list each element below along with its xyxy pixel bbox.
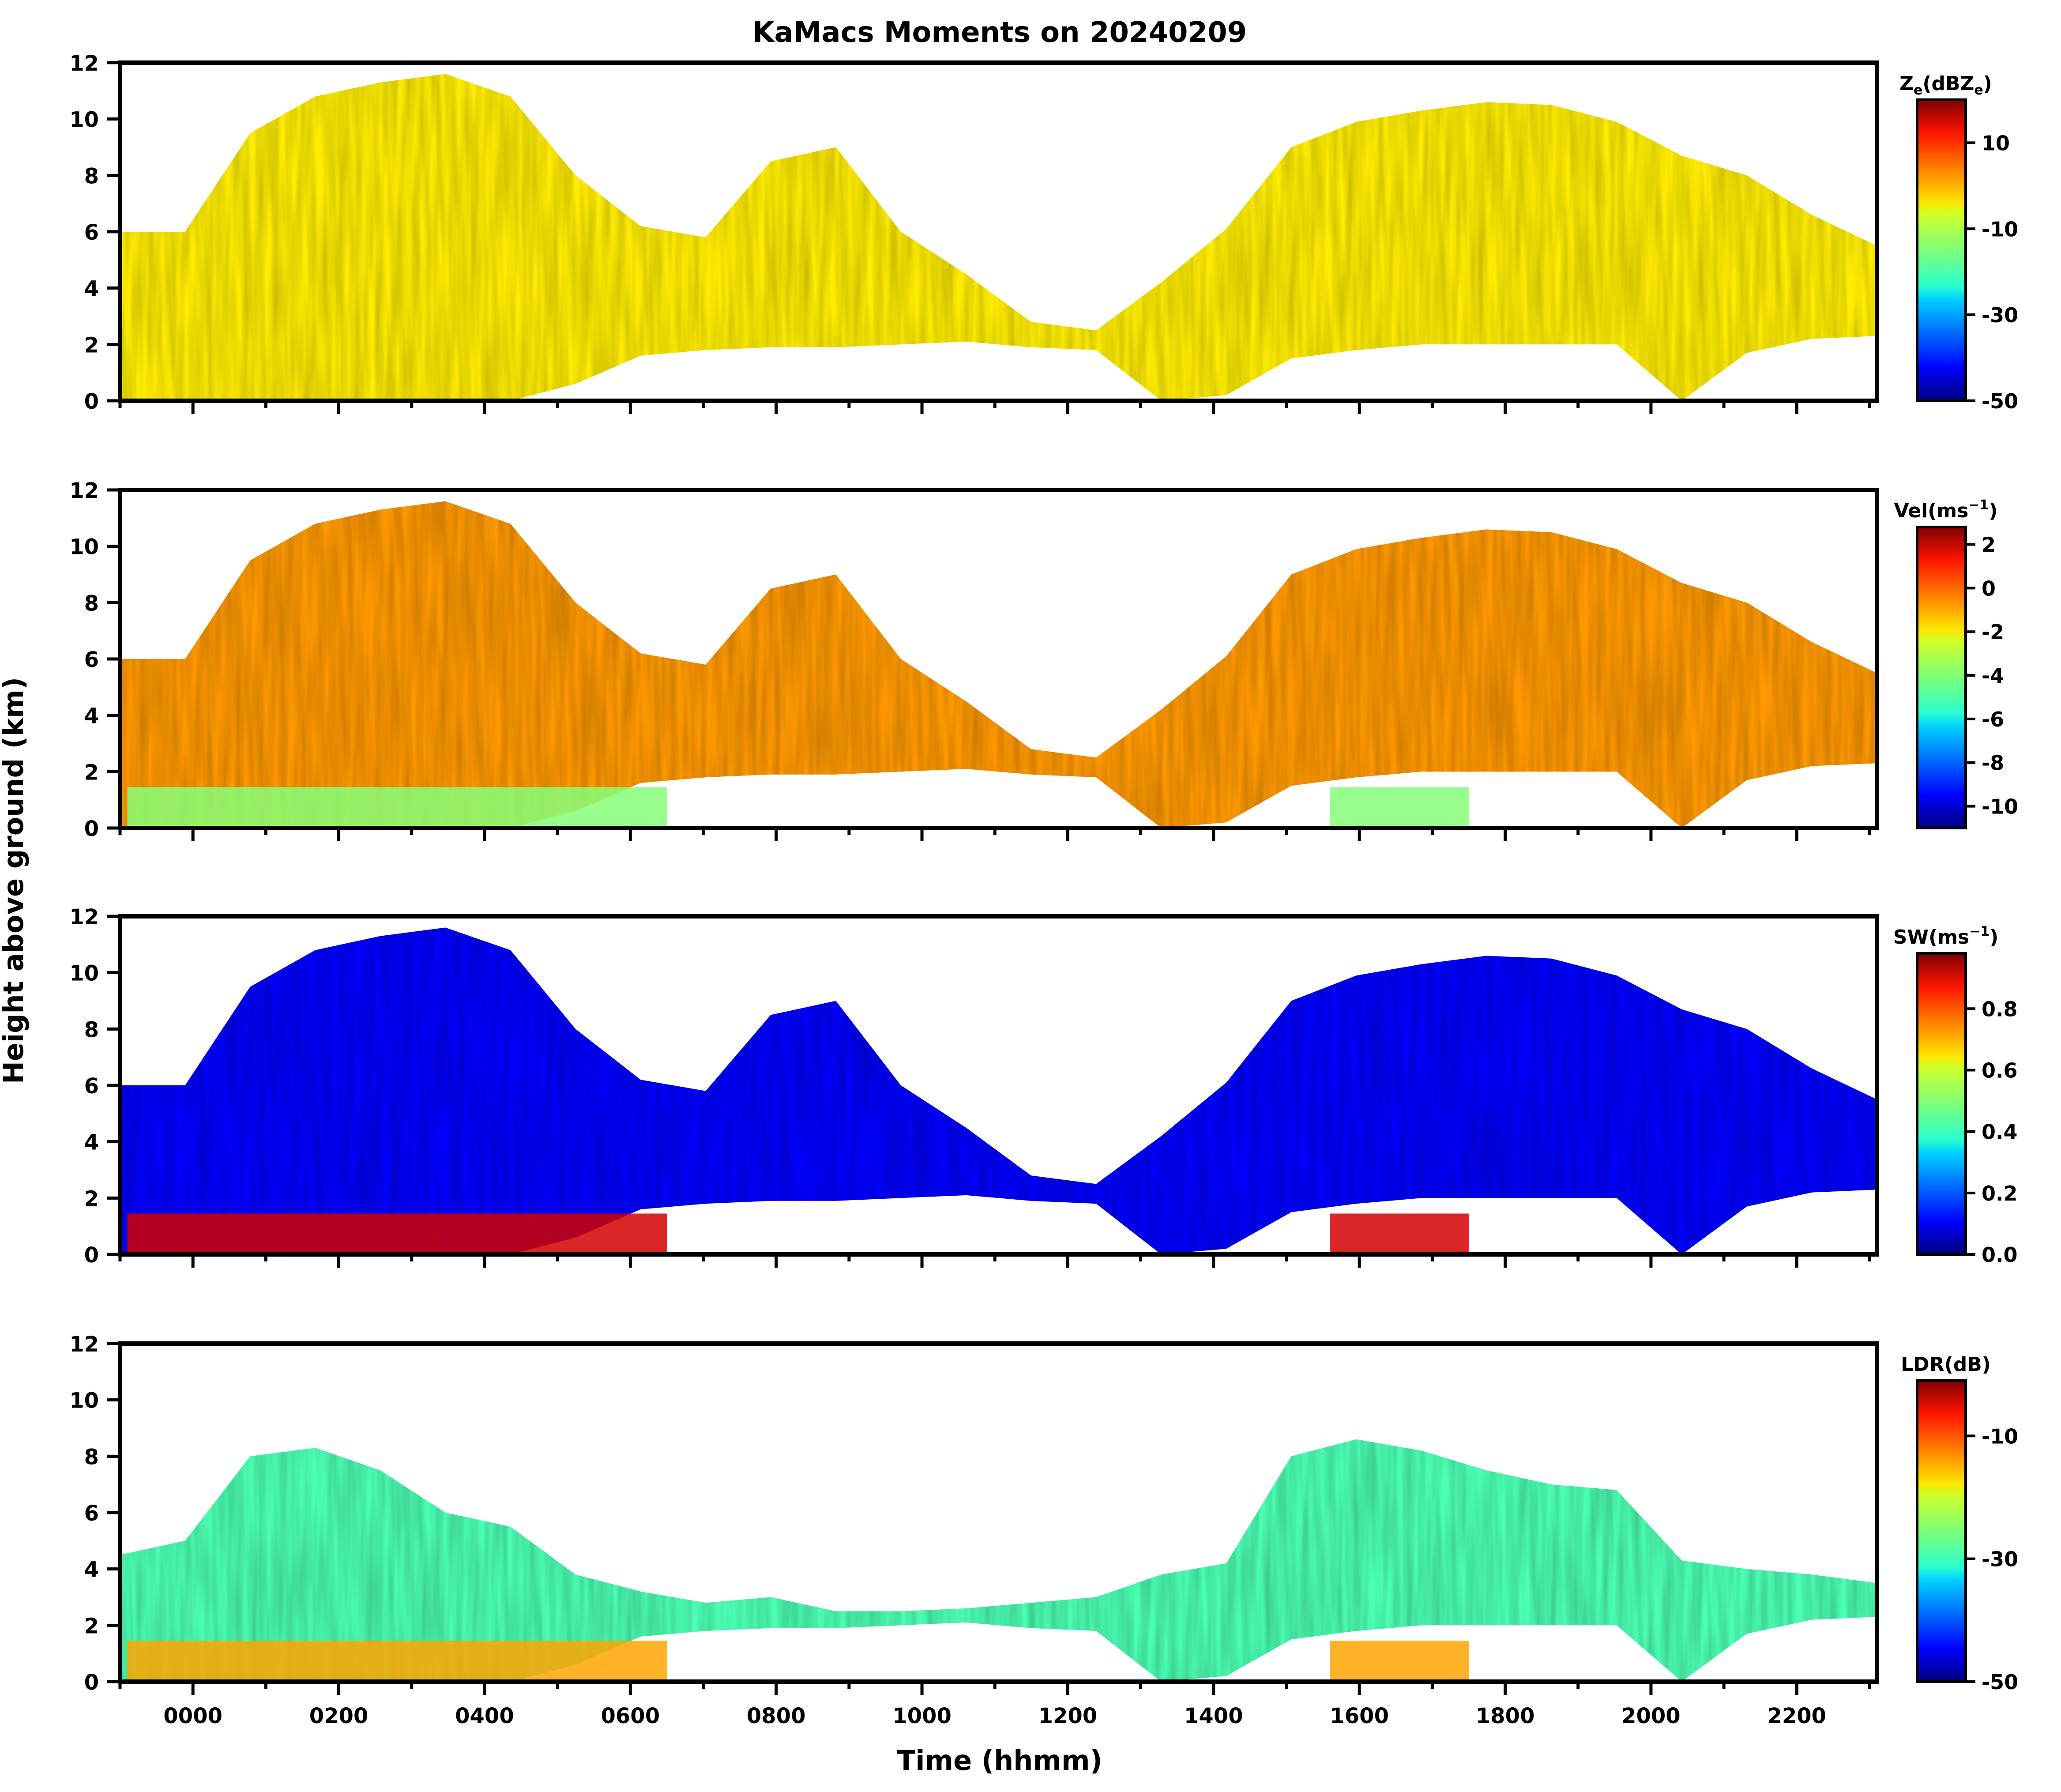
echo-texture: [120, 74, 1877, 401]
x-tick-label: 1600: [1330, 1704, 1389, 1728]
colorbar-tick-label: -2: [1982, 620, 2004, 644]
colorbar-tick-label: -50: [1982, 1670, 2018, 1694]
low-level-band-2: [1330, 1213, 1469, 1254]
y-tick-label: 12: [69, 905, 99, 930]
low-level-band-1: [127, 1213, 667, 1254]
x-tick-label: 1200: [1038, 1704, 1098, 1728]
colorbar-tick-label: -30: [1982, 303, 2018, 327]
x-axis-label: Time (hhmm): [897, 1744, 1102, 1777]
y-tick-label: 8: [84, 591, 99, 616]
colorbar-reflectivity: [1916, 98, 1967, 402]
colorbar-label-reflectivity: Ze(dBZe): [1899, 72, 1992, 98]
colorbar-tick-label: -10: [1982, 795, 2018, 819]
panel-spectrum-width: 0 2 4 6 8 10 12 0.8 0.6 0.4 0.2 0.0 SW(ms−1): [69, 905, 2018, 1268]
y-tick-label: 4: [84, 277, 99, 301]
y-tick-label: 6: [84, 648, 99, 672]
colorbar-tick-label: -30: [1982, 1547, 2018, 1571]
y-tick-label: 2: [84, 1614, 99, 1638]
y-tick-label: 0: [84, 389, 99, 414]
y-tick-label: 4: [84, 1558, 99, 1582]
x-tick-label: 1400: [1184, 1704, 1243, 1728]
panel-reflectivity: 0 2 4 6 8 10 12 10 -10 -30 -50 Ze(dBZe): [69, 51, 2018, 414]
y-tick-label: 12: [69, 1332, 99, 1357]
echo-field: [120, 1439, 1877, 1682]
x-tick-label: 2000: [1621, 1704, 1681, 1728]
y-tick-label: 0: [84, 1243, 99, 1268]
low-level-band-2: [1330, 787, 1469, 828]
panel-ldr: 0 2 4 6 8 10 12 0000 0200 0400 0600 0800 1000 1200 140…: [69, 1332, 2018, 1728]
y-tick-label: 6: [84, 1501, 99, 1526]
colorbar-tick-label: -6: [1982, 708, 2004, 731]
colorbar-tick-label: -10: [1982, 217, 2018, 241]
y-tick-label: 10: [69, 535, 99, 560]
y-tick-label: 2: [84, 1186, 99, 1211]
low-level-band-1: [127, 1641, 667, 1682]
colorbar-label-spectrum-width: SW(ms−1): [1893, 924, 1999, 949]
x-tick-label: 0000: [163, 1704, 222, 1728]
colorbar-tick-label: -4: [1982, 664, 2004, 688]
y-tick-label: 12: [69, 478, 99, 503]
y-tick-label: 10: [69, 1389, 99, 1413]
colorbar-tick-label: 0.0: [1982, 1243, 2018, 1267]
colorbar-ldr: [1916, 1379, 1967, 1683]
x-tick-label: 1000: [892, 1704, 952, 1728]
y-tick-label: 2: [84, 333, 99, 358]
colorbar-tick-label: -8: [1982, 751, 2004, 775]
colorbar-label-velocity: Vel(ms−1): [1894, 497, 1998, 522]
low-level-band-2: [1330, 1641, 1469, 1682]
echo-texture: [120, 501, 1877, 828]
low-level-band-1: [127, 787, 667, 828]
y-tick-label: 6: [84, 1074, 99, 1099]
colorbar-tick-label: 0: [1982, 576, 1996, 600]
colorbar-label-ldr: LDR(dB): [1901, 1353, 1991, 1376]
y-tick-label: 4: [84, 704, 99, 729]
colorbar-tick-label: 0.2: [1982, 1182, 2018, 1205]
y-tick-label: 0: [84, 1670, 99, 1695]
y-tick-label: 8: [84, 1445, 99, 1469]
colorbar-tick-label: 2: [1982, 533, 1996, 557]
colorbar-tick-label: -10: [1982, 1424, 2018, 1448]
echo-texture: [120, 927, 1877, 1254]
y-tick-label: 2: [84, 760, 99, 785]
y-tick-label: 10: [69, 108, 99, 132]
y-tick-label: 0: [84, 817, 99, 841]
figure-title: KaMacs Moments on 20240209: [752, 16, 1247, 49]
colorbar-tick-label: 0.4: [1982, 1120, 2018, 1144]
y-tick-label: 10: [69, 961, 99, 986]
colorbar-spectrum-width: [1916, 952, 1967, 1256]
colorbar-velocity: [1916, 526, 1967, 829]
x-tick-label: 2200: [1767, 1704, 1826, 1728]
x-tick-label: 0600: [601, 1704, 660, 1728]
echo-texture: [120, 1439, 1877, 1682]
echo-field: [120, 74, 1877, 401]
y-tick-label: 8: [84, 164, 99, 188]
x-tick-label: 0400: [455, 1704, 514, 1728]
x-tick-label: 0200: [309, 1704, 369, 1728]
panels: 0 2 4 6 8 10 12 10 -10 -30 -50 Ze(dBZe) 0 2 4 6 8 10 12 2 0 -…: [69, 51, 2018, 1728]
colorbar-tick-label: -50: [1982, 389, 2018, 413]
panel-velocity: 0 2 4 6 8 10 12 2 0 -2 -4 -6 -8 -10 Vel(ms−1): [69, 478, 2018, 841]
y-tick-label: 4: [84, 1130, 99, 1155]
x-tick-label: 1800: [1476, 1704, 1535, 1728]
colorbar-tick-label: 0.8: [1982, 997, 2018, 1021]
x-tick-label: 0800: [747, 1704, 806, 1728]
y-tick-label: 8: [84, 1017, 99, 1042]
y-tick-label: 6: [84, 220, 99, 245]
echo-field: [120, 927, 1877, 1254]
y-axis-label: Height above ground (km): [0, 677, 30, 1084]
y-tick-label: 12: [69, 51, 99, 76]
echo-field: [120, 501, 1877, 828]
colorbar-tick-label: 0.6: [1982, 1058, 2018, 1082]
colorbar-tick-label: 10: [1982, 131, 2010, 155]
